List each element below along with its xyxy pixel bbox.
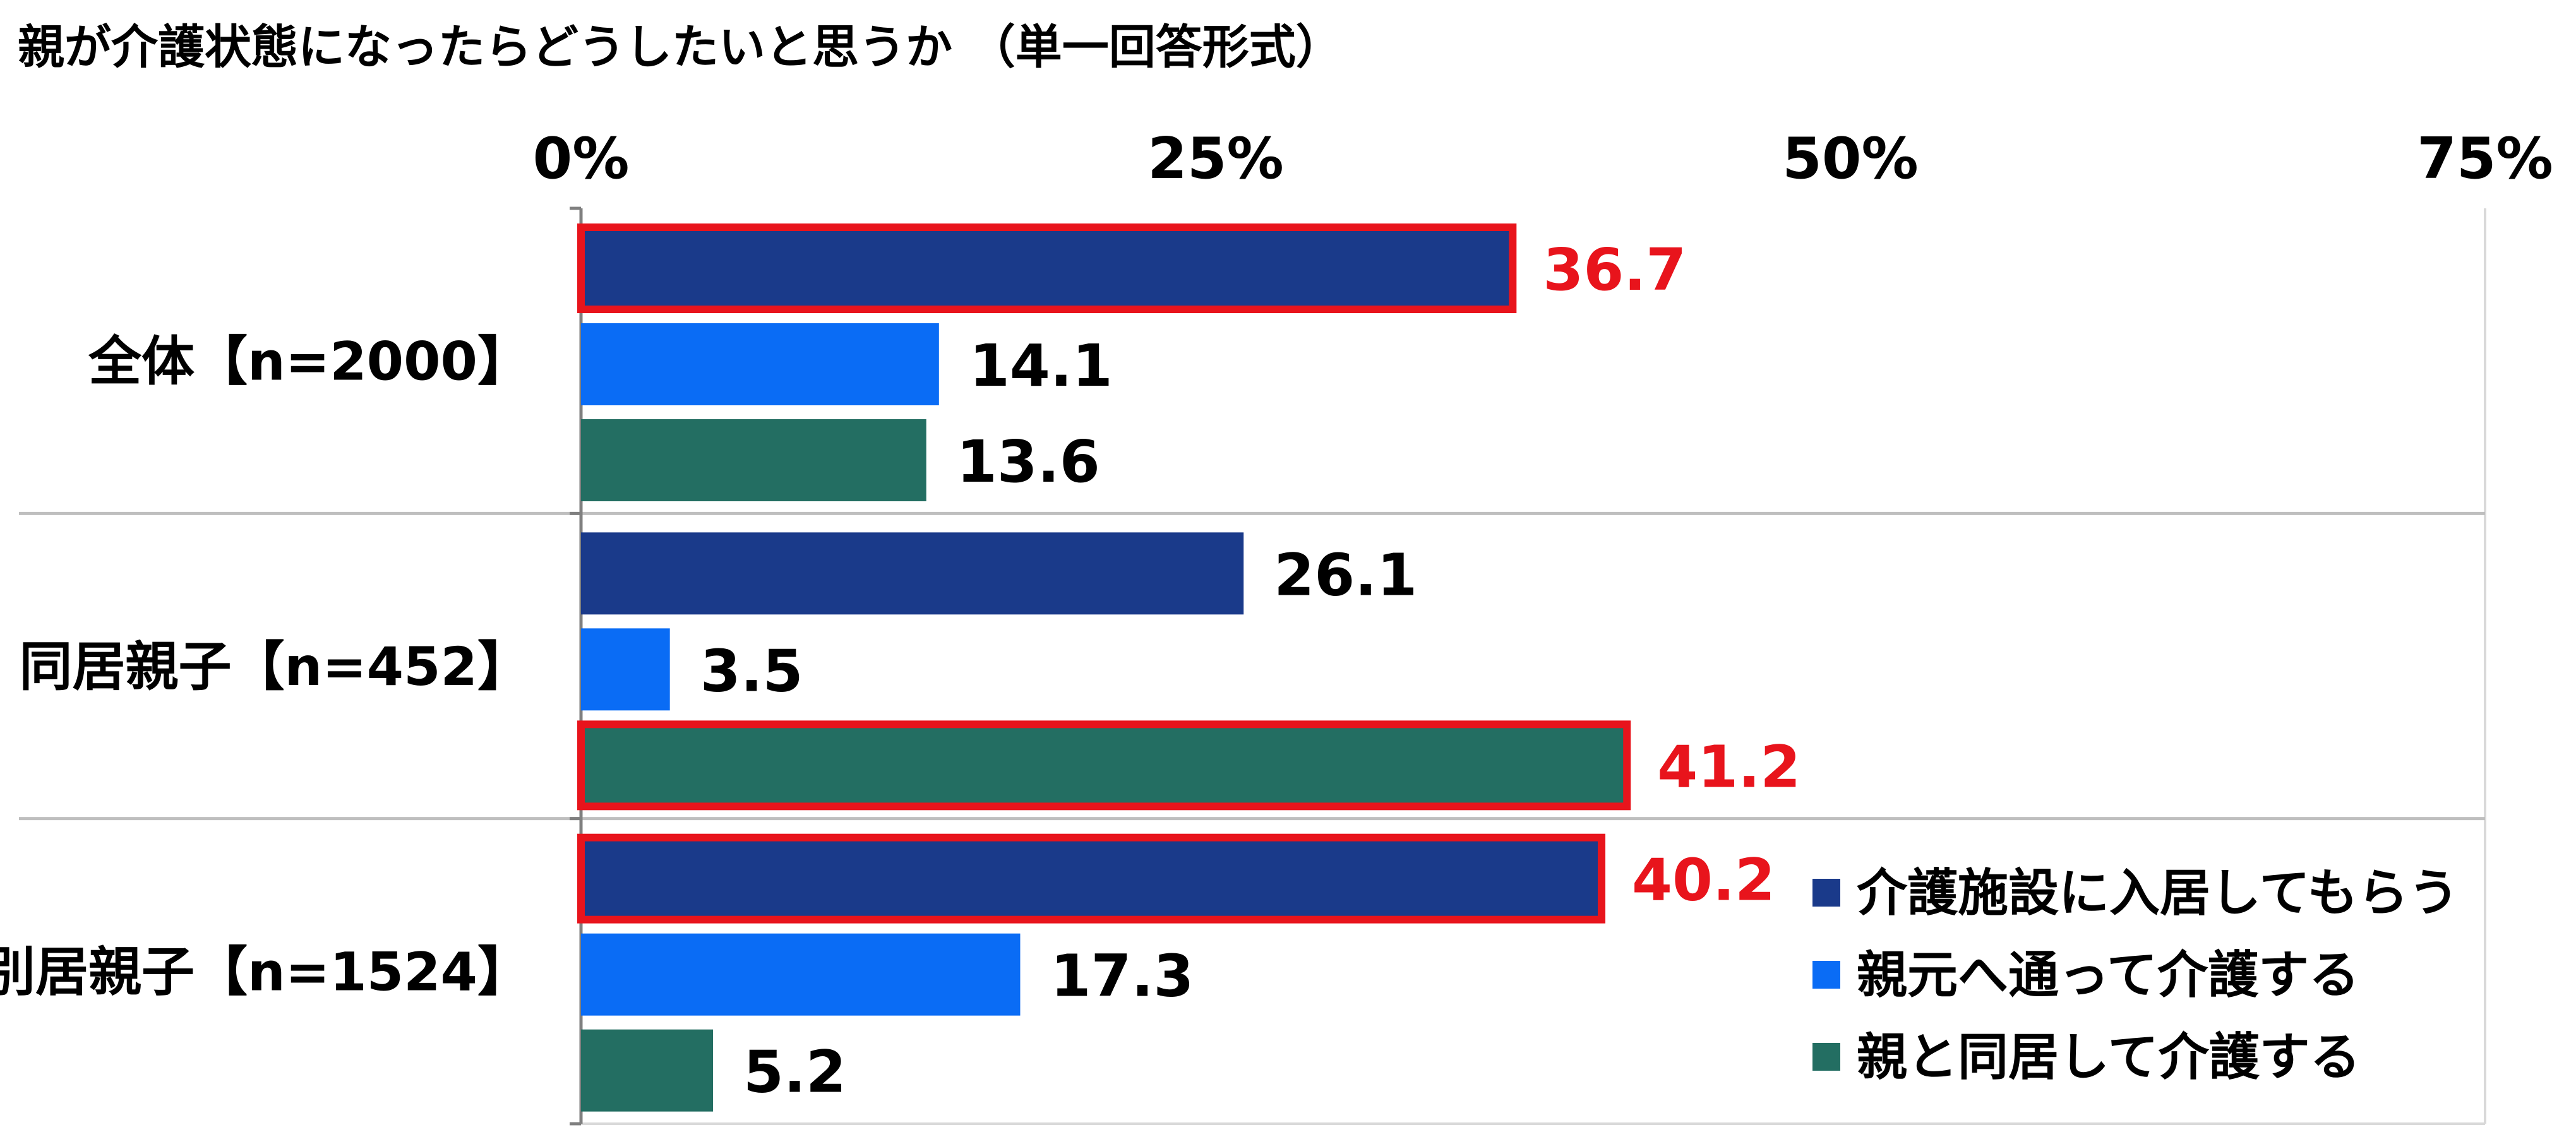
data-label: 36.7 (1543, 236, 1686, 304)
bar (577, 720, 1631, 811)
legend-swatch (1812, 879, 1840, 907)
category-label: 全体【n=2000】 (88, 331, 530, 393)
bar (581, 1029, 714, 1112)
bar (581, 628, 670, 711)
x-axis-ticks: 0% 25% 50% 75% (533, 126, 2553, 192)
data-label: 5.2 (743, 1039, 846, 1106)
chart-title: 親が介護状態になったらどうしたいと思うか （単一回答形式） (18, 20, 1343, 74)
legend-entry: 介護施設に入居してもらう (1857, 864, 2459, 922)
data-label: 40.2 (1632, 847, 1775, 914)
legend-swatch (1812, 1043, 1840, 1071)
x-tick-label: 25% (1147, 126, 1283, 192)
legend-entry: 親と同居して介護する (1857, 1028, 2361, 1086)
bar (577, 833, 1606, 924)
bar (581, 933, 1021, 1016)
data-label: 26.1 (1274, 541, 1417, 609)
x-tick-label: 0% (533, 126, 630, 192)
x-tick-label: 75% (2417, 126, 2553, 192)
bar (581, 419, 926, 501)
x-tick-label: 50% (1782, 126, 1918, 192)
legend-swatch (1812, 961, 1840, 989)
bar (581, 532, 1244, 615)
bar (577, 223, 1517, 313)
data-label: 13.6 (957, 428, 1100, 496)
category-label: 同居親子【n=452】 (19, 636, 530, 698)
data-label: 41.2 (1657, 733, 1800, 801)
data-label: 3.5 (700, 637, 803, 705)
legend-entry: 親元へ通って介護する (1857, 946, 2359, 1004)
data-labels: 36.7 14.1 13.6 26.1 3.5 41.2 40.2 17.3 5.2 (700, 236, 1801, 1106)
bar (581, 323, 939, 405)
data-label: 14.1 (969, 332, 1113, 400)
bars (577, 223, 1631, 1112)
data-label: 17.3 (1050, 943, 1194, 1010)
category-label: 別居親子【n=1524】 (0, 941, 530, 1003)
category-labels: 全体【n=2000】同居親子【n=452】別居親子【n=1524】 (0, 331, 530, 1003)
